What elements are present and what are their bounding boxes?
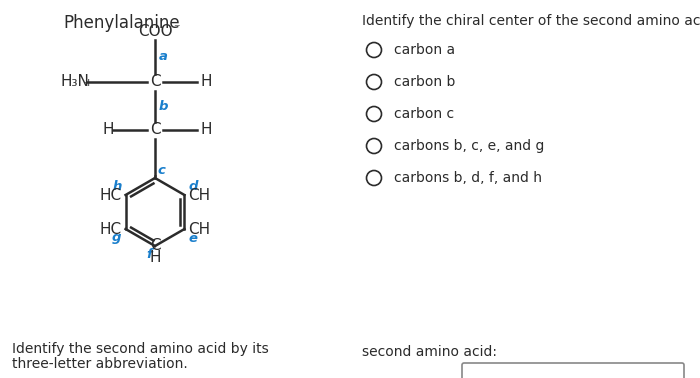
- Text: Identify the chiral center of the second amino acid.: Identify the chiral center of the second…: [362, 14, 700, 28]
- Text: HC: HC: [99, 187, 122, 203]
- Text: C: C: [150, 74, 160, 90]
- Text: C: C: [150, 239, 160, 254]
- Text: three-letter abbreviation.: three-letter abbreviation.: [12, 357, 188, 371]
- Text: H: H: [149, 249, 161, 265]
- Text: a: a: [159, 51, 168, 64]
- Text: d: d: [188, 180, 198, 192]
- Text: carbon c: carbon c: [394, 107, 454, 121]
- Text: g: g: [112, 231, 122, 245]
- Text: H₃N: H₃N: [60, 74, 89, 90]
- Text: COO: COO: [138, 25, 172, 39]
- Text: H: H: [200, 74, 211, 90]
- Text: +: +: [84, 78, 93, 88]
- Text: f: f: [146, 248, 152, 260]
- Text: Identify the second amino acid by its: Identify the second amino acid by its: [12, 342, 269, 356]
- Text: Phenylalanine: Phenylalanine: [64, 14, 181, 32]
- Text: second amino acid:: second amino acid:: [362, 345, 497, 359]
- Text: CH: CH: [188, 222, 211, 237]
- Text: H: H: [200, 122, 211, 138]
- Text: c: c: [158, 164, 166, 177]
- Text: C: C: [150, 122, 160, 138]
- Text: e: e: [188, 231, 197, 245]
- Text: ⁻: ⁻: [173, 23, 180, 36]
- Text: carbon a: carbon a: [394, 43, 455, 57]
- FancyBboxPatch shape: [462, 363, 684, 378]
- Text: HC: HC: [99, 222, 122, 237]
- Text: carbons b, c, e, and g: carbons b, c, e, and g: [394, 139, 545, 153]
- Text: CH: CH: [188, 187, 211, 203]
- Text: b: b: [159, 99, 169, 113]
- Text: h: h: [112, 180, 122, 192]
- Text: carbons b, d, f, and h: carbons b, d, f, and h: [394, 171, 542, 185]
- Text: H: H: [103, 122, 115, 138]
- Text: carbon b: carbon b: [394, 75, 456, 89]
